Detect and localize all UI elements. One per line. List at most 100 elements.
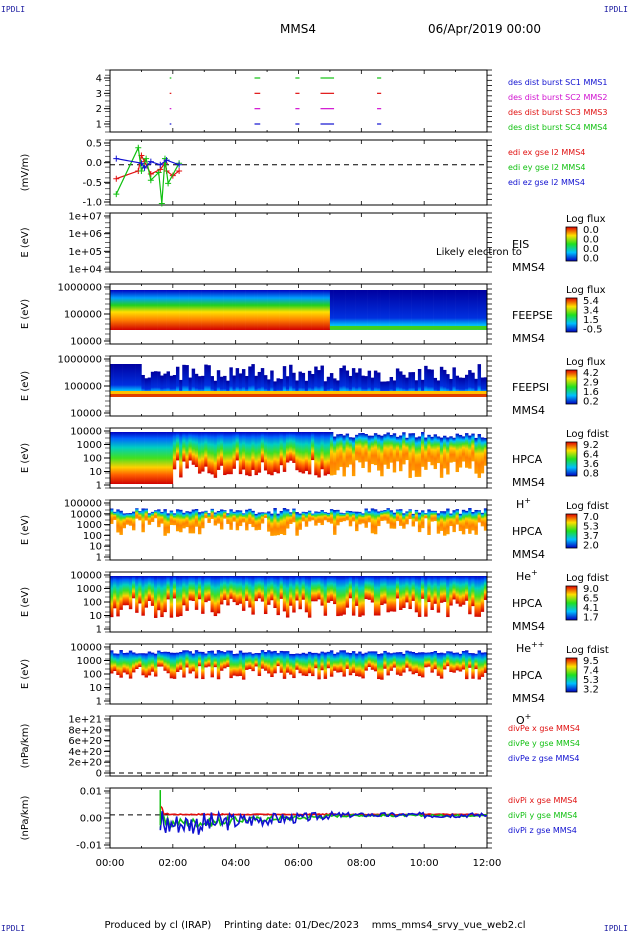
hpca_he2-y-axis-label: E (eV) (20, 587, 31, 617)
hpca_he2-heatmap-column (257, 576, 262, 599)
hpca_o-species-charge: + (525, 712, 532, 721)
feepsi-heatmap-column (229, 367, 233, 394)
hpca_o-heatmap-column (122, 652, 127, 673)
hpca_h-heatmap-column (304, 432, 309, 471)
hpca_he1-heatmap-column (461, 509, 466, 535)
edi-y-tick-label: 0.5 (86, 139, 102, 150)
feepse-heatmap-column (317, 290, 321, 330)
feepsi-heatmap-column (408, 372, 412, 394)
hpca_he2-heatmap-column (320, 576, 324, 606)
feepsi-heatmap-column (263, 375, 268, 394)
corner-label-bottom-left: IPDLI (1, 924, 26, 933)
hpca_o-heatmap-column (219, 651, 224, 671)
hpca_he2-heatmap-column (405, 576, 409, 603)
hpca_o-heatmap-column (276, 653, 280, 667)
edi-point (147, 158, 154, 165)
feepse-heatmap-column (364, 290, 368, 330)
hpca_o-heatmap-column (226, 650, 230, 667)
feepsi-heatmap-column (157, 371, 161, 394)
hpca_he2-heatmap-column (329, 576, 334, 601)
feepse-heatmap-column (213, 290, 218, 330)
hpca_h-heatmap-column (307, 432, 312, 475)
feepse-heatmap-column (276, 290, 280, 330)
hpca_he1-heatmap-column (207, 513, 211, 524)
feepsi-heatmap-column (197, 376, 202, 394)
hpca_he2-heatmap-column (295, 576, 299, 601)
feepsi-heatmap-column (480, 377, 485, 394)
hpca_h-heatmap-column (188, 432, 192, 461)
hpca_o-heatmap-column (446, 651, 450, 667)
edi-point (158, 200, 165, 207)
hpca_he2-heatmap-column (141, 576, 145, 616)
feepse-heatmap-column (110, 290, 114, 330)
hpca_o-heatmap-column (342, 650, 346, 677)
feepse-heatmap-column (279, 290, 284, 330)
burst-y-tick-label: 4 (96, 74, 102, 85)
feepse-heatmap-column (248, 290, 252, 330)
feepse-heatmap-column (226, 290, 230, 330)
feepsi-heatmap-column (135, 364, 139, 394)
hpca_he1-heatmap-column (443, 511, 447, 536)
hpca_h-heatmap-column (144, 432, 148, 484)
hpca_he1-heatmap-column (238, 510, 243, 527)
hpca_o-instrument-label-0: HPCA (512, 669, 543, 682)
hpca_he1-heatmap-column (452, 510, 456, 533)
hpca_h-colorbar-tick: 6.4 (583, 450, 599, 461)
hpca_he1-colorbar-tick: 2.0 (583, 541, 599, 552)
divpe-y-tick-label: 0 (96, 769, 102, 780)
hpca_o-heatmap-column (238, 650, 243, 676)
feepsi-heatmap-column (458, 377, 463, 394)
feepsi-heatmap-column (128, 364, 133, 394)
feepse-heatmap-column (144, 290, 148, 330)
feepsi-heatmap-column (367, 370, 372, 394)
hpca_he2-heatmap-column (430, 576, 434, 610)
hpca_h-heatmap-column (461, 436, 466, 462)
hpca_he2-heatmap-column (402, 576, 406, 608)
hpca_o-heatmap-column (377, 653, 381, 680)
hpca_he2-heatmap-column (399, 576, 403, 610)
hpca_he1-heatmap-column (157, 509, 161, 528)
feepsi-heatmap-band (110, 394, 487, 397)
feepsi-heatmap-column (113, 364, 117, 394)
hpca_o-heatmap-column (292, 653, 296, 679)
hpca_he1-heatmap-column (216, 510, 221, 524)
feepsi-heatmap-column (342, 365, 346, 394)
hpca_h-heatmap-column (317, 432, 321, 478)
feepse-heatmap-column (314, 290, 318, 330)
feepse-heatmap-column (320, 290, 324, 330)
hpca_h-heatmap-column (122, 432, 127, 484)
feepsi-heatmap-column (323, 381, 328, 394)
hpca_o-heatmap-column (172, 652, 177, 679)
hpca_he2-heatmap-column (326, 576, 331, 603)
feepse-heatmap-column (304, 290, 309, 330)
hpca_he2-heatmap-column (260, 576, 265, 602)
hpca_he2-heatmap-column (336, 576, 340, 617)
hpca_he2-heatmap-column (395, 576, 400, 599)
hpca_h-heatmap-column (254, 432, 258, 476)
edi-y-axis-label: (mV/m) (20, 154, 31, 192)
hpca_he2-species-charge: ++ (531, 640, 544, 649)
hpca_he1-heatmap-column (436, 513, 441, 534)
hpca_o-heatmap-column (395, 652, 400, 675)
hpca_he2-heatmap-column (229, 576, 233, 599)
feepsi-heatmap-column (380, 381, 384, 394)
hpca_o-heatmap-column (471, 653, 475, 679)
hpca_o-heatmap-column (289, 653, 293, 675)
hpca_he2-heatmap-column (263, 576, 268, 615)
feepsi-heatmap-column (223, 375, 227, 394)
hpca_he2-heatmap-column (311, 576, 315, 602)
hpca_he2-heatmap-column (477, 576, 482, 617)
hpca_o-heatmap-column (248, 652, 252, 670)
feepsi-heatmap-column (110, 364, 114, 394)
feepsi-heatmap-column (254, 375, 258, 394)
hpca_h-heatmap-column (213, 432, 218, 478)
feepsi-heatmap-column (326, 376, 331, 394)
feepsi-heatmap-column (333, 378, 337, 394)
feepsi-heatmap-column (465, 374, 469, 394)
feepsi-heatmap-column (433, 377, 438, 394)
hpca_he2-heatmap-column (304, 576, 309, 613)
feepse-heatmap-column (223, 290, 227, 330)
hpca_h-y-tick-label: 100 (83, 454, 102, 465)
hpca_he1-heatmap-column (113, 511, 117, 520)
feepse-heatmap-column (443, 290, 447, 330)
